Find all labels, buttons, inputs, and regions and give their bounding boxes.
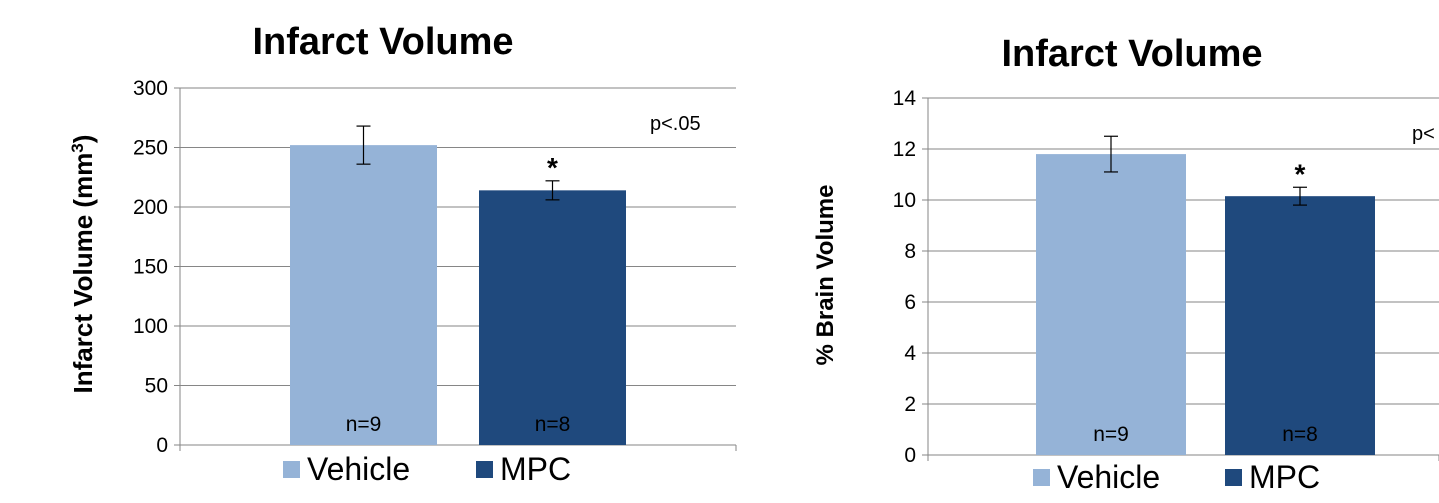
y-tick-label: 200: [133, 196, 168, 219]
y-axis-label: % Brain Volume: [812, 185, 839, 366]
significance-marker: *: [1295, 158, 1306, 189]
y-tick-label: 0: [904, 444, 916, 467]
y-tick-label: 100: [133, 315, 168, 338]
legend-swatch: [476, 461, 493, 478]
chart-infarct-volume-mm3: Infarct Volume Infarct Volume (mm3) 0 50 1…: [68, 21, 737, 487]
bar-vehicle: [290, 145, 437, 445]
chart-title: Infarct Volume: [252, 21, 513, 63]
bar-vehicle: [1036, 154, 1186, 455]
y-tick-label: 0: [156, 434, 168, 457]
y-tick-label: 14: [893, 87, 917, 110]
sample-size-label: n=8: [1282, 423, 1318, 446]
chart-brain-volume-percent: Infarct Volume % Brain Volume 0 2 4 6 8 10 12 1…: [812, 33, 1439, 495]
y-axis-label: Infarct Volume (mm3): [68, 135, 99, 394]
sample-size-label: n=9: [346, 413, 382, 436]
p-value-annotation: p<.05: [650, 113, 701, 135]
legend-label: Vehicle: [1057, 459, 1160, 495]
sample-size-label: n=9: [1093, 423, 1129, 446]
sample-size-label: n=8: [535, 413, 571, 436]
y-tick-label: 8: [904, 240, 916, 263]
y-tick-label: 12: [893, 138, 916, 161]
legend-swatch: [1033, 469, 1050, 486]
legend: Vehicle MPC: [1033, 459, 1320, 495]
y-tick-label: 2: [904, 393, 916, 416]
legend-label: Vehicle: [307, 451, 410, 487]
bar-mpc: [1225, 196, 1375, 456]
legend-swatch: [1225, 469, 1242, 486]
y-tick-label: 4: [904, 342, 916, 365]
y-tick-label: 150: [133, 256, 168, 279]
legend-swatch: [283, 461, 300, 478]
y-tick-label: 50: [145, 375, 168, 398]
y-tick-label: 300: [133, 77, 168, 100]
legend-label: MPC: [500, 451, 571, 487]
legend-label: MPC: [1249, 459, 1320, 495]
bar-mpc: [479, 190, 626, 445]
y-tick-label: 10: [893, 189, 916, 212]
p-value-annotation: p<: [1412, 123, 1435, 145]
y-tick-label: 250: [133, 137, 168, 160]
y-tick-label: 6: [904, 291, 916, 314]
legend: Vehicle MPC: [283, 451, 571, 487]
significance-marker: *: [547, 152, 558, 183]
chart-title: Infarct Volume: [1001, 33, 1262, 75]
